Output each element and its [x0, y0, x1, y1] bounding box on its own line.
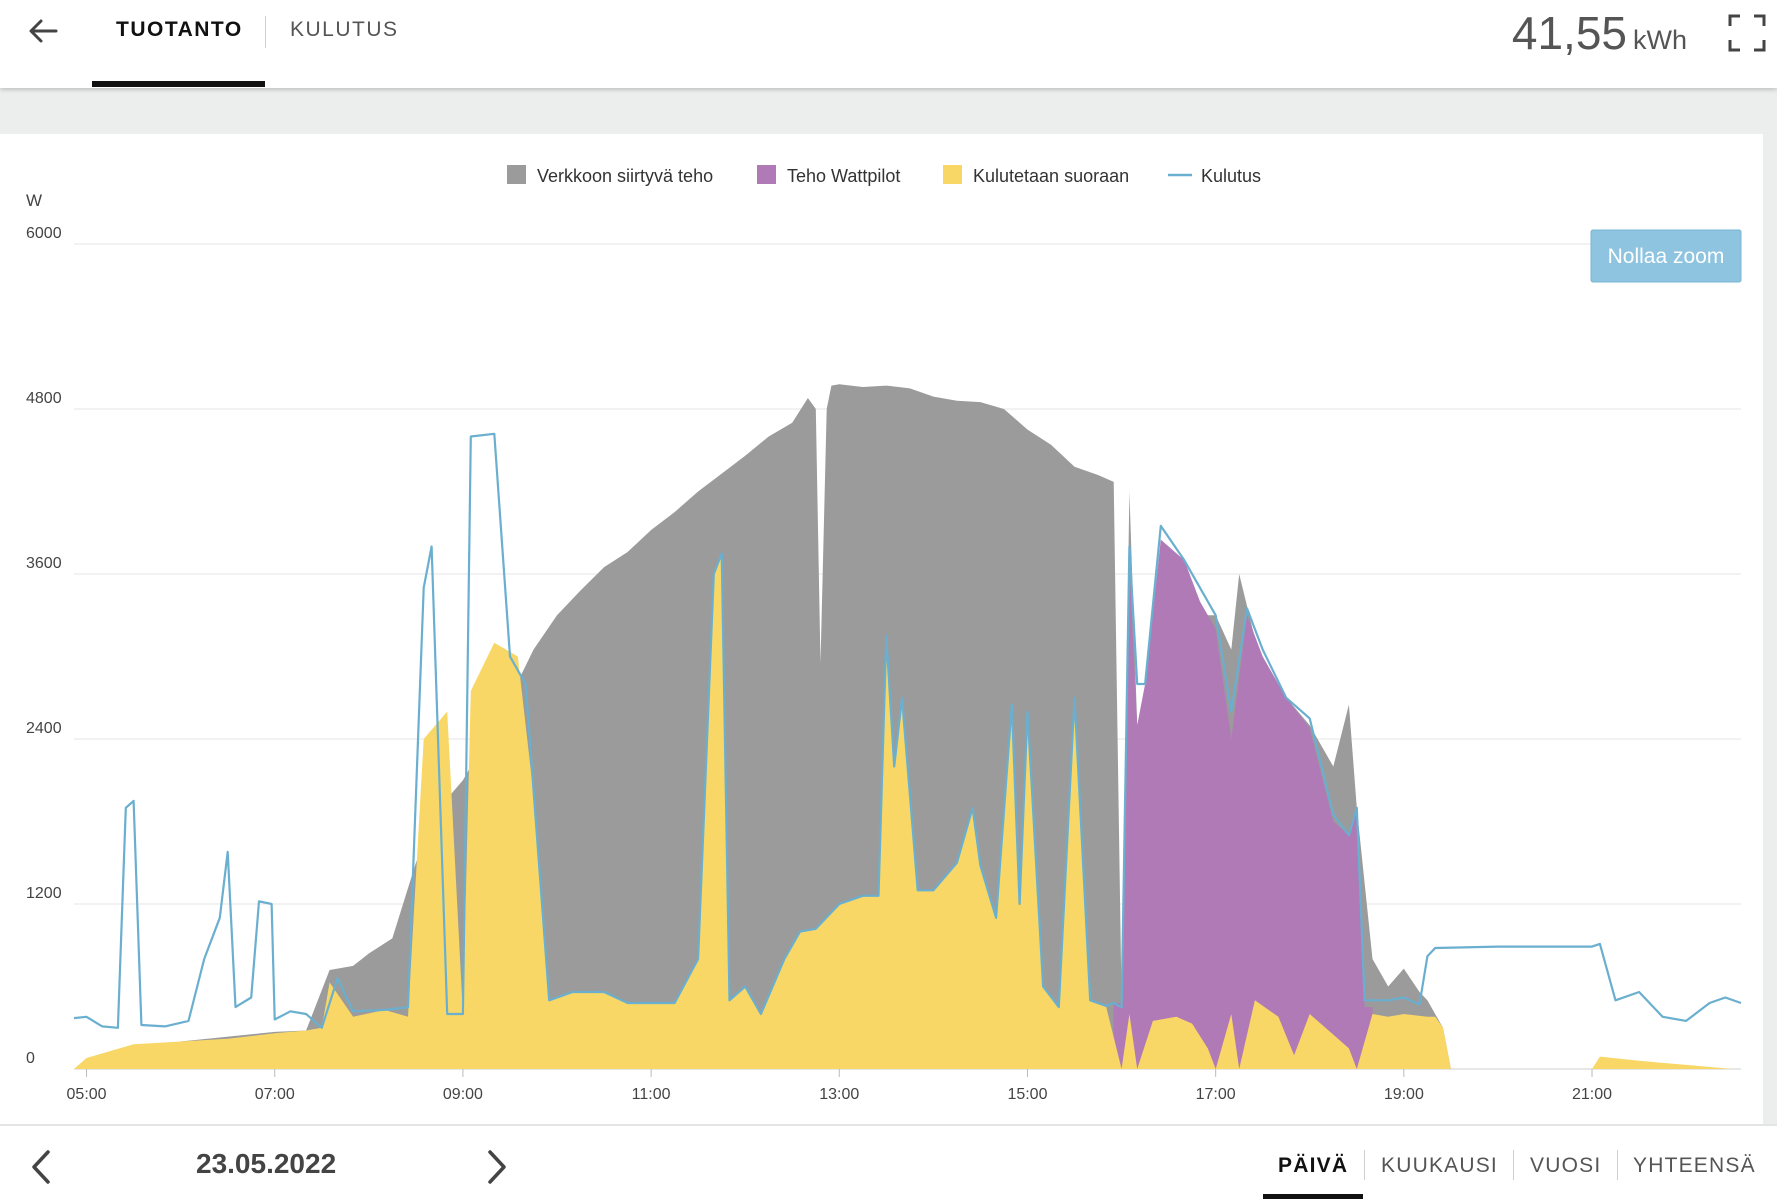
- period-tab-year[interactable]: VUOSI: [1530, 1154, 1602, 1177]
- period-divider: [1364, 1150, 1365, 1180]
- back-arrow-icon[interactable]: [26, 14, 60, 48]
- y-tick-label: 0: [26, 1050, 35, 1067]
- y-tick-label: 2400: [26, 720, 62, 737]
- total-energy-unit: kWh: [1633, 25, 1687, 55]
- fullscreen-icon[interactable]: [1728, 14, 1766, 52]
- period-tab-total[interactable]: YHTEENSÄ: [1633, 1154, 1756, 1177]
- legend-item-grid-feed-marker: [507, 165, 526, 184]
- legend-item-direct-marker: [943, 165, 962, 184]
- tab-kulutus[interactable]: KULUTUS: [290, 18, 399, 41]
- chart-areas: [74, 384, 1734, 1069]
- legend-item-direct-label: Kulutetaan suoraan: [973, 166, 1129, 186]
- y-tick-label: 1200: [26, 885, 62, 902]
- chart-legend: Verkkoon siirtyvä teho Teho Wattpilot Kulu…: [507, 165, 1261, 186]
- x-tick-label: 21:00: [1572, 1086, 1612, 1103]
- x-axis: 05:00 07:00 09:00 11:00 13:00 15:00 17:00 19:00…: [67, 1069, 1612, 1103]
- y-axis-label: W: [26, 191, 42, 210]
- area-direct-consumption: [74, 553, 1734, 1069]
- x-tick-label: 07:00: [255, 1086, 295, 1103]
- x-tick-label: 11:00: [632, 1086, 671, 1103]
- x-tick-label: 09:00: [443, 1086, 483, 1103]
- x-tick-label: 13:00: [819, 1086, 859, 1103]
- x-tick-label: 19:00: [1384, 1086, 1424, 1103]
- period-tab-day[interactable]: PÄIVÄ: [1278, 1154, 1349, 1177]
- period-divider: [1617, 1150, 1618, 1180]
- total-energy-value: 41,55: [1511, 7, 1627, 59]
- chart-lines: [73, 432, 1742, 1029]
- y-axis: 0 1200 2400 3600 4800 6000: [26, 225, 62, 1067]
- legend-item-wattpilot-label: Teho Wattpilot: [787, 166, 900, 186]
- chevron-right-icon[interactable]: [478, 1146, 514, 1188]
- period-tab-month[interactable]: KUUKAUSI: [1381, 1154, 1498, 1177]
- active-tab-indicator: [92, 81, 265, 87]
- legend-item-grid-feed-label: Verkkoon siirtyvä teho: [537, 166, 713, 186]
- active-period-indicator: [1263, 1194, 1363, 1199]
- y-tick-label: 6000: [26, 225, 62, 242]
- x-tick-label: 05:00: [67, 1086, 107, 1103]
- y-tick-label: 3600: [26, 555, 62, 572]
- y-tick-label: 4800: [26, 390, 62, 407]
- reset-zoom-button-label[interactable]: Nollaa zoom: [1608, 245, 1725, 268]
- bottom-bar: [0, 1126, 1777, 1200]
- selected-date[interactable]: 23.05.2022: [196, 1148, 337, 1179]
- reset-zoom-button-bg[interactable]: [1590, 229, 1742, 283]
- line-consumption: [73, 432, 1742, 1029]
- legend-item-wattpilot-marker: [757, 165, 776, 184]
- total-energy: 41,55 kWh: [1512, 6, 1687, 60]
- tab-tuotanto[interactable]: TUOTANTO: [116, 18, 243, 41]
- period-divider: [1513, 1150, 1514, 1180]
- production-chart[interactable]: Verkkoon siirtyvä teho Teho Wattpilot Kulu…: [0, 0, 1777, 1126]
- x-tick-label: 17:00: [1196, 1086, 1236, 1103]
- tab-divider: [265, 16, 266, 48]
- legend-item-consumption-label: Kulutus: [1201, 166, 1261, 186]
- chevron-left-icon[interactable]: [24, 1146, 60, 1188]
- toolbar-spacer: [0, 88, 1777, 134]
- top-bar: TUOTANTO KULUTUS 41,55 kWh: [0, 0, 1777, 88]
- right-edge-band: [1763, 134, 1777, 1124]
- bottom-divider: [0, 1124, 1777, 1126]
- area-wattpilot: [1113, 539, 1373, 1069]
- x-tick-label: 15:00: [1007, 1086, 1047, 1103]
- reset-zoom-button[interactable]: Nollaa zoom: [1590, 229, 1742, 283]
